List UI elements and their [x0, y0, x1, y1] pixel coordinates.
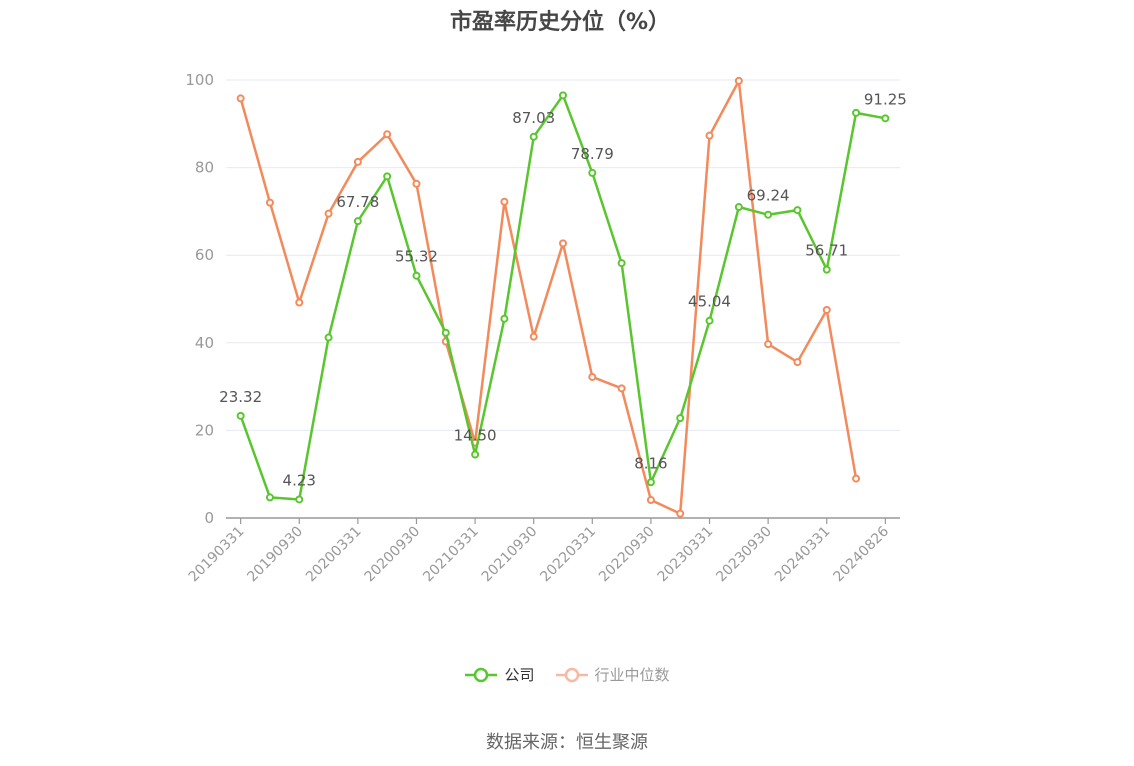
industry-point [588, 372, 597, 381]
data-label: 14.50 [454, 426, 497, 444]
industry-point [822, 305, 831, 314]
data-label: 56.71 [805, 242, 848, 260]
company-point [793, 206, 802, 215]
y-tick-label: 100 [185, 71, 214, 89]
legend: 公司 行业中位数 [0, 664, 1134, 685]
legend-industry-label: 行业中位数 [594, 666, 670, 684]
x-tick-label: 20190930 [244, 524, 306, 586]
company-point [676, 414, 685, 423]
x-tick-label: 20230331 [655, 524, 717, 586]
industry-point [324, 209, 333, 218]
x-tick-label: 20240331 [772, 524, 834, 586]
industry-point [793, 358, 802, 367]
legend-industry-marker [555, 667, 588, 682]
company-point [705, 316, 714, 325]
x-tick-label: 20220331 [537, 524, 599, 586]
industry-line [239, 79, 858, 515]
company-point [734, 203, 743, 212]
x-tick-label: 20220930 [596, 524, 658, 586]
industry-point [295, 298, 304, 307]
y-tick-label: 20 [195, 421, 214, 439]
company-point [764, 210, 773, 219]
company-point [236, 411, 245, 420]
label-layer: 23.32 4.23 67.78 55.32 14.50 87.03 78.79 8.16 45… [219, 90, 907, 489]
grid-layer [226, 79, 900, 431]
series-layer [236, 76, 890, 518]
industry-point [529, 332, 538, 341]
data-label: 23.32 [219, 388, 262, 406]
data-label: 55.32 [395, 248, 438, 266]
industry-point [852, 474, 861, 483]
company-point [559, 91, 567, 100]
company-point [881, 114, 890, 123]
industry-point [764, 340, 773, 349]
company-point [441, 328, 450, 337]
company-point [529, 132, 538, 141]
data-label: 69.24 [747, 187, 790, 205]
company-point [353, 217, 362, 226]
company-point [295, 495, 304, 504]
data-label: 91.25 [864, 90, 907, 108]
x-tick-label: 20210331 [420, 524, 482, 586]
company-point [324, 333, 333, 342]
industry-point [412, 179, 421, 188]
company-line [239, 94, 886, 501]
x-tick-label: 20240826 [830, 523, 892, 585]
data-label: 8.16 [634, 454, 667, 472]
company-point [412, 271, 421, 280]
y-tick-label: 40 [195, 334, 214, 352]
industry-point [705, 131, 714, 140]
company-point [822, 265, 831, 274]
axis-layer: 0 20 40 60 80 100 2019033120190930202003312020… [185, 71, 900, 585]
industry-point [646, 496, 655, 505]
x-tick-label: 20230930 [713, 524, 775, 586]
industry-point [734, 76, 743, 85]
industry-point [236, 94, 245, 103]
industry-point [353, 157, 362, 166]
data-label: 67.78 [336, 193, 379, 211]
company-point [646, 478, 655, 487]
data-label: 78.79 [571, 145, 614, 163]
data-label: 87.03 [512, 109, 555, 127]
data-label: 45.04 [688, 293, 731, 311]
chart-title: 市盈率历史分位（%） [449, 10, 671, 35]
x-tick-label: 20200331 [303, 524, 365, 586]
company-point [500, 314, 509, 323]
legend-company-marker [465, 667, 498, 682]
y-tick-label: 80 [195, 159, 214, 177]
industry-point [559, 239, 567, 248]
company-point [383, 172, 392, 181]
company-point [617, 259, 626, 268]
x-tick-label: 20200930 [362, 524, 424, 586]
industry-point [676, 509, 685, 518]
company-point [265, 493, 274, 502]
company-point [471, 450, 480, 459]
data-label: 4.23 [283, 471, 316, 489]
x-tick-label: 20190331 [186, 524, 248, 586]
x-tick-label: 20210930 [479, 524, 541, 586]
legend-item-industry[interactable]: 行业中位数 [555, 664, 670, 685]
industry-point [500, 197, 509, 206]
y-tick-label: 60 [195, 246, 214, 264]
industry-point [617, 384, 626, 393]
company-point [588, 168, 597, 177]
legend-company-label: 公司 [504, 666, 535, 684]
y-tick-label: 0 [204, 509, 214, 527]
legend-item-company[interactable]: 公司 [464, 664, 535, 685]
industry-point [265, 198, 274, 207]
industry-point [383, 130, 392, 139]
source-note: 数据来源：恒生聚源 [486, 732, 648, 753]
company-point [852, 108, 861, 117]
